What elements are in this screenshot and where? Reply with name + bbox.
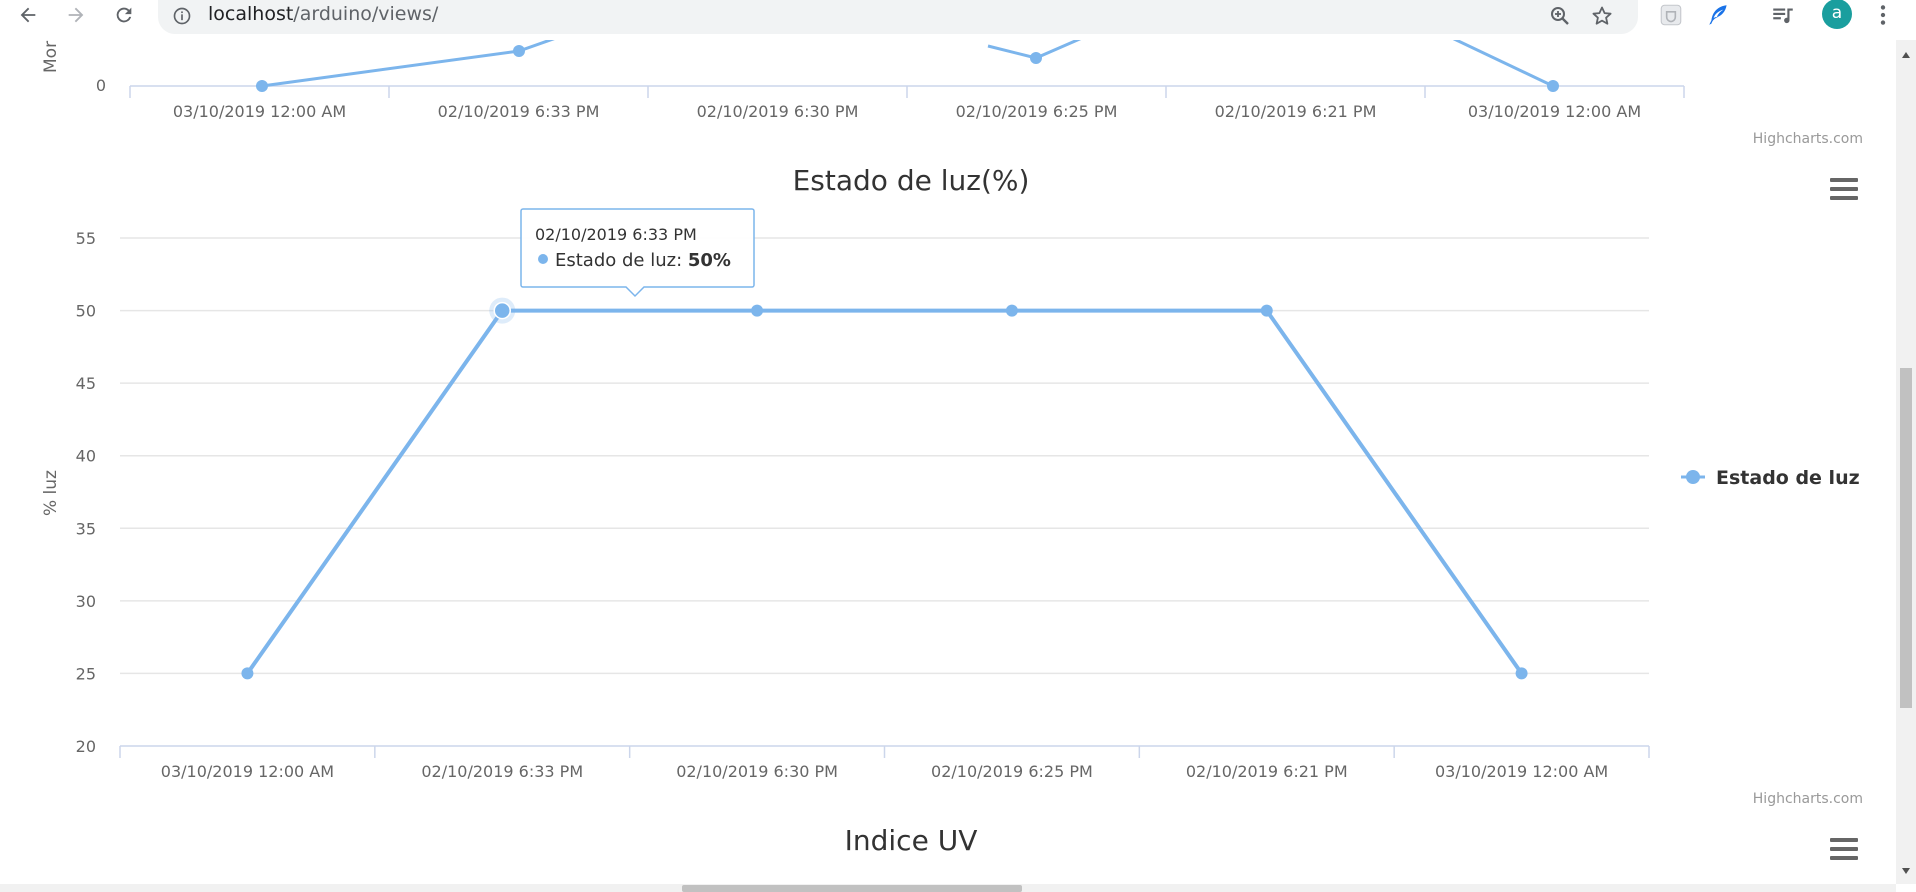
url-path: /arduino/views/	[293, 3, 439, 25]
info-icon[interactable]	[172, 6, 192, 30]
y-tick-label: 25	[76, 664, 96, 683]
legend-label: Estado de luz	[1716, 467, 1860, 489]
x-tick-label: 03/10/2019 12:00 AM	[161, 762, 334, 781]
top-chart-x-labels: 03/10/2019 12:00 AM 02/10/2019 6:33 PM 02/…	[173, 102, 1641, 121]
top-chart-y-tick: 0	[96, 76, 106, 95]
series-points	[241, 297, 1528, 680]
y-tick-label: 45	[76, 374, 96, 393]
more-vert-icon[interactable]	[1870, 0, 1896, 30]
tooltip-body: Estado de luz: 50%	[555, 250, 731, 271]
reload-icon[interactable]	[106, 0, 142, 30]
horizontal-scrollbar[interactable]	[0, 884, 1896, 892]
vertical-scrollbar[interactable]	[1896, 40, 1916, 884]
scroll-down-icon[interactable]	[1902, 868, 1910, 874]
chart-gridlines	[120, 237, 1649, 675]
top-x-tick-label: 02/10/2019 6:25 PM	[956, 102, 1118, 121]
x-tick-label: 02/10/2019 6:33 PM	[421, 762, 583, 781]
top-x-tick-label: 02/10/2019 6:30 PM	[697, 102, 859, 121]
tooltip-header: 02/10/2019 6:33 PM	[535, 225, 697, 244]
profile-avatar[interactable]: a	[1822, 0, 1852, 29]
url-host: localhost	[208, 3, 294, 25]
extension-shield-icon[interactable]	[1658, 0, 1684, 30]
top-x-tick-label: 02/10/2019 6:33 PM	[438, 102, 600, 121]
horizontal-scroll-thumb[interactable]	[682, 885, 1022, 892]
data-point-hovered[interactable]	[493, 301, 511, 320]
series-line-estado-de-luz	[245, 308, 1524, 675]
y-tick-label: 20	[76, 737, 96, 756]
top-x-tick-label: 03/10/2019 12:00 AM	[173, 102, 346, 121]
page-content: Mor 0 03/10/2019 12:00 AM 02/10/2019 6:33…	[0, 40, 1896, 884]
x-tick-label: 02/10/2019 6:30 PM	[676, 762, 838, 781]
top-chart-series-line-a	[261, 40, 555, 88]
y-tick-label: 30	[76, 592, 96, 611]
top-chart-point[interactable]	[513, 45, 525, 57]
uv-hamburger-menu-icon[interactable]	[1830, 838, 1858, 860]
scroll-up-icon[interactable]	[1902, 52, 1910, 58]
top-chart-point[interactable]	[1030, 52, 1042, 64]
top-chart-x-ticks	[129, 86, 1685, 98]
top-x-tick-label: 02/10/2019 6:21 PM	[1215, 102, 1377, 121]
url-text[interactable]: localhost/arduino/views/	[208, 3, 438, 25]
chart-x-ticks	[119, 746, 1650, 758]
x-tick-label: 02/10/2019 6:21 PM	[1186, 762, 1348, 781]
chart-x-tick-labels: 03/10/2019 12:00 AM 02/10/2019 6:33 PM 02/…	[161, 762, 1608, 781]
hamburger-menu-icon[interactable]	[1830, 178, 1858, 200]
address-bar[interactable]: localhost/arduino/views/	[158, 0, 1638, 34]
data-point[interactable]	[1260, 304, 1273, 317]
chart-credits[interactable]: Highcharts.com	[1753, 791, 1863, 807]
y-tick-label: 35	[76, 519, 96, 538]
legend-marker	[1686, 470, 1700, 484]
back-arrow-icon[interactable]	[10, 0, 46, 30]
top-x-tick-label: 03/10/2019 12:00 AM	[1468, 102, 1641, 121]
y-tick-label: 40	[76, 447, 96, 466]
x-tick-label: 03/10/2019 12:00 AM	[1435, 762, 1608, 781]
y-tick-label: 55	[76, 229, 96, 248]
chart-y-tick-labels: 20 25 30 35 40 45 50 55	[76, 229, 96, 756]
legend-item-estado-de-luz[interactable]: Estado de luz	[1681, 467, 1860, 489]
y-tick-label: 50	[76, 302, 96, 321]
data-point[interactable]	[1005, 304, 1018, 317]
browser-toolbar: localhost/arduino/views/ a	[0, 0, 1916, 40]
data-point[interactable]	[751, 304, 764, 317]
charts-area: Mor 0 03/10/2019 12:00 AM 02/10/2019 6:33…	[41, 40, 1863, 860]
top-chart-y-axis-label: Mor	[41, 41, 61, 73]
x-tick-label: 02/10/2019 6:25 PM	[931, 762, 1093, 781]
chart-tooltip: 02/10/2019 6:33 PM Estado de luz: 50%	[520, 208, 755, 298]
tooltip-box	[520, 208, 755, 298]
top-chart-point[interactable]	[1547, 80, 1559, 92]
data-point[interactable]	[241, 667, 254, 680]
chart-y-axis-label: % luz	[41, 470, 61, 516]
tooltip-series-marker	[538, 254, 548, 264]
vertical-scroll-thumb[interactable]	[1900, 368, 1912, 708]
top-chart-point[interactable]	[256, 80, 268, 92]
media-queue-icon[interactable]	[1770, 0, 1796, 30]
data-point[interactable]	[1515, 667, 1528, 680]
uv-chart-title: Indice UV	[845, 824, 978, 857]
forward-arrow-icon[interactable]	[58, 0, 94, 30]
tooltip-value: 50%	[688, 250, 731, 271]
tooltip-series-label: Estado de luz:	[555, 250, 688, 271]
uv-chart: Indice UV	[845, 824, 1858, 860]
top-chart-series-line-c	[1452, 40, 1554, 88]
top-chart: Mor 0 03/10/2019 12:00 AM 02/10/2019 6:33…	[41, 40, 1863, 147]
chart-title: Estado de luz(%)	[793, 164, 1030, 197]
star-icon[interactable]	[1590, 4, 1614, 32]
top-chart-credits[interactable]: Highcharts.com	[1753, 131, 1863, 147]
zoom-icon[interactable]	[1548, 4, 1572, 32]
extension-feather-icon[interactable]	[1706, 0, 1732, 30]
